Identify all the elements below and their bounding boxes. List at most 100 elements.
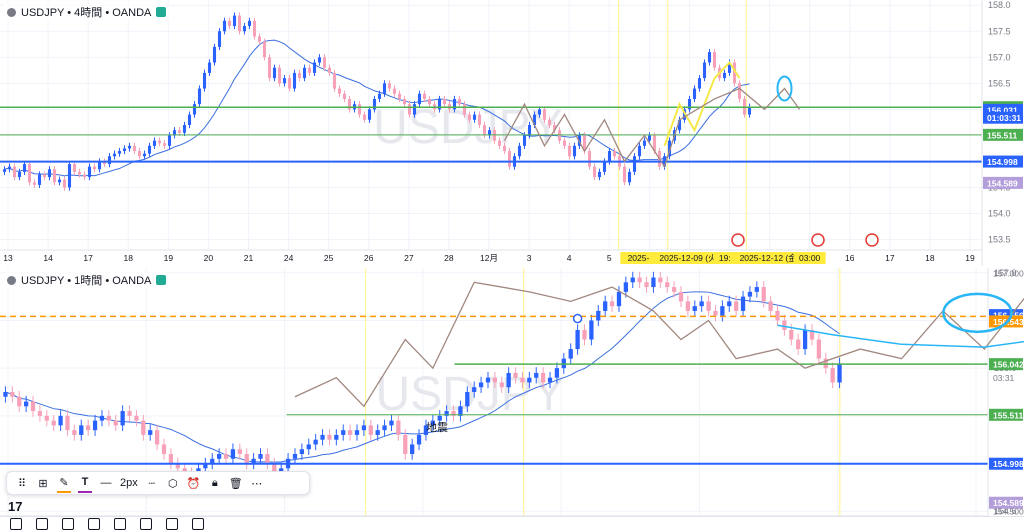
candle-body bbox=[92, 420, 98, 431]
candle-body bbox=[472, 387, 477, 392]
candle-body bbox=[442, 98, 447, 105]
candle-body bbox=[542, 109, 547, 120]
time-tick-label: 14 bbox=[43, 253, 53, 263]
measure-icon[interactable] bbox=[166, 517, 178, 530]
time-tick-label: 19:00 bbox=[719, 253, 741, 263]
text-icon[interactable]: T bbox=[78, 473, 92, 493]
legend-title[interactable]: USDJPY • 4時間 • OANDA bbox=[21, 7, 152, 19]
time-tick-label: 25 bbox=[324, 253, 334, 263]
candle-body bbox=[367, 109, 372, 120]
price-tick-label: 154.0 bbox=[988, 209, 1011, 219]
candle-body bbox=[17, 396, 22, 407]
zoom-icon[interactable] bbox=[192, 517, 204, 530]
candle-body bbox=[86, 425, 91, 431]
candle-body bbox=[596, 310, 601, 321]
chart-pane-4h[interactable]: USDJPY153.5154.0154.5155.0155.5156.0156.… bbox=[0, 0, 1024, 266]
time-tick-label: 13 bbox=[3, 253, 13, 263]
trendline-icon[interactable] bbox=[36, 517, 48, 530]
candle-body bbox=[92, 166, 97, 170]
chart-canvas-4h[interactable]: USDJPY153.5154.0154.5155.0155.5156.0156.… bbox=[0, 0, 1024, 266]
candle-body bbox=[120, 411, 125, 426]
line-style-icon[interactable]: ┄ bbox=[148, 477, 156, 490]
price-label-bg bbox=[989, 358, 1023, 371]
candle-body bbox=[444, 411, 449, 416]
candle-body bbox=[537, 109, 542, 115]
brush-icon[interactable] bbox=[114, 517, 126, 530]
price-label: 155.511 bbox=[993, 410, 1024, 420]
price-label: 156.031 bbox=[987, 105, 1018, 115]
candle-body bbox=[513, 372, 518, 378]
candle-body bbox=[302, 67, 307, 79]
candle-body bbox=[430, 420, 435, 426]
candle-body bbox=[692, 88, 697, 99]
candle-body bbox=[837, 363, 842, 383]
candle-body bbox=[607, 151, 612, 162]
candle-body bbox=[12, 166, 17, 178]
candle-body bbox=[332, 72, 337, 89]
candle-body bbox=[99, 415, 105, 421]
candle-body bbox=[712, 52, 717, 68]
price-label: 03:31 bbox=[993, 373, 1015, 383]
candle-body bbox=[252, 20, 257, 37]
event-dot-icon bbox=[811, 233, 825, 247]
candle-body bbox=[37, 174, 42, 185]
candle-body bbox=[52, 169, 57, 183]
candle-body bbox=[417, 93, 422, 105]
pencil-icon[interactable]: ✎ bbox=[57, 473, 71, 493]
candle-body bbox=[117, 151, 122, 154]
settings-icon[interactable]: ⬡ bbox=[167, 477, 178, 490]
symbol-legend-4h[interactable]: USDJPY • 4時間 • OANDA bbox=[4, 3, 170, 21]
time-tick-label: 17 bbox=[83, 253, 93, 263]
candle-body bbox=[112, 153, 117, 157]
candle-body bbox=[492, 130, 497, 141]
candle-body bbox=[157, 140, 162, 144]
trash-icon[interactable]: 🗑︎ bbox=[228, 477, 243, 490]
candle-body bbox=[77, 171, 82, 175]
symbol-legend-1h[interactable]: USDJPY • 1時間 • OANDA bbox=[4, 271, 170, 289]
price-label-bg bbox=[989, 457, 1023, 470]
pattern-icon[interactable] bbox=[88, 517, 100, 530]
candle-body bbox=[458, 406, 463, 416]
candle-body bbox=[372, 98, 377, 110]
alert-icon[interactable]: ⏰ bbox=[186, 477, 201, 490]
time-tick-label: 19 bbox=[965, 253, 975, 263]
candle-body bbox=[57, 179, 62, 183]
candle-body bbox=[79, 425, 84, 435]
time-label-highlight bbox=[730, 252, 809, 264]
candle-body bbox=[175, 463, 180, 469]
time-tick-label: 2025-12-12 (金) bbox=[740, 253, 800, 263]
layout-icon[interactable]: ⊞ bbox=[38, 477, 48, 490]
candle-body bbox=[122, 148, 127, 152]
legend-title[interactable]: USDJPY • 1時間 • OANDA bbox=[21, 275, 152, 287]
candle-body bbox=[17, 171, 22, 178]
line-width-label[interactable]: 2px bbox=[120, 477, 138, 489]
candle-body bbox=[207, 62, 212, 73]
cursor-icon[interactable] bbox=[10, 517, 22, 530]
candle-body bbox=[592, 166, 597, 178]
price-label: 154.998 bbox=[987, 157, 1018, 167]
text-tool-icon[interactable] bbox=[140, 517, 152, 530]
candle-body bbox=[162, 143, 167, 146]
drag-handle-icon[interactable]: ⠿ bbox=[17, 477, 27, 490]
candle-body bbox=[212, 46, 217, 63]
more-icon[interactable]: ⋯ bbox=[251, 477, 263, 490]
price-axis-background bbox=[988, 268, 1024, 530]
time-tick-label: 12月 bbox=[480, 253, 498, 263]
line-width-icon[interactable]: — bbox=[100, 477, 112, 489]
candle-body bbox=[127, 411, 132, 416]
symbol-dot-icon bbox=[7, 7, 16, 17]
time-tick-label: 4 bbox=[567, 253, 572, 263]
tradingview-logo[interactable]: 17 bbox=[8, 499, 23, 514]
candle-body bbox=[517, 145, 522, 157]
candle-body bbox=[502, 145, 507, 152]
time-tick-label: 16 bbox=[845, 253, 855, 263]
candle-body bbox=[357, 104, 362, 115]
candle-body bbox=[137, 151, 142, 157]
candle-body bbox=[630, 277, 635, 283]
candle-body bbox=[237, 15, 242, 32]
lock-icon[interactable]: 🔒︎ bbox=[211, 476, 218, 489]
time-tick-label: 03:00 bbox=[799, 253, 821, 263]
candle-body bbox=[337, 88, 342, 94]
fib-icon[interactable] bbox=[62, 517, 74, 530]
